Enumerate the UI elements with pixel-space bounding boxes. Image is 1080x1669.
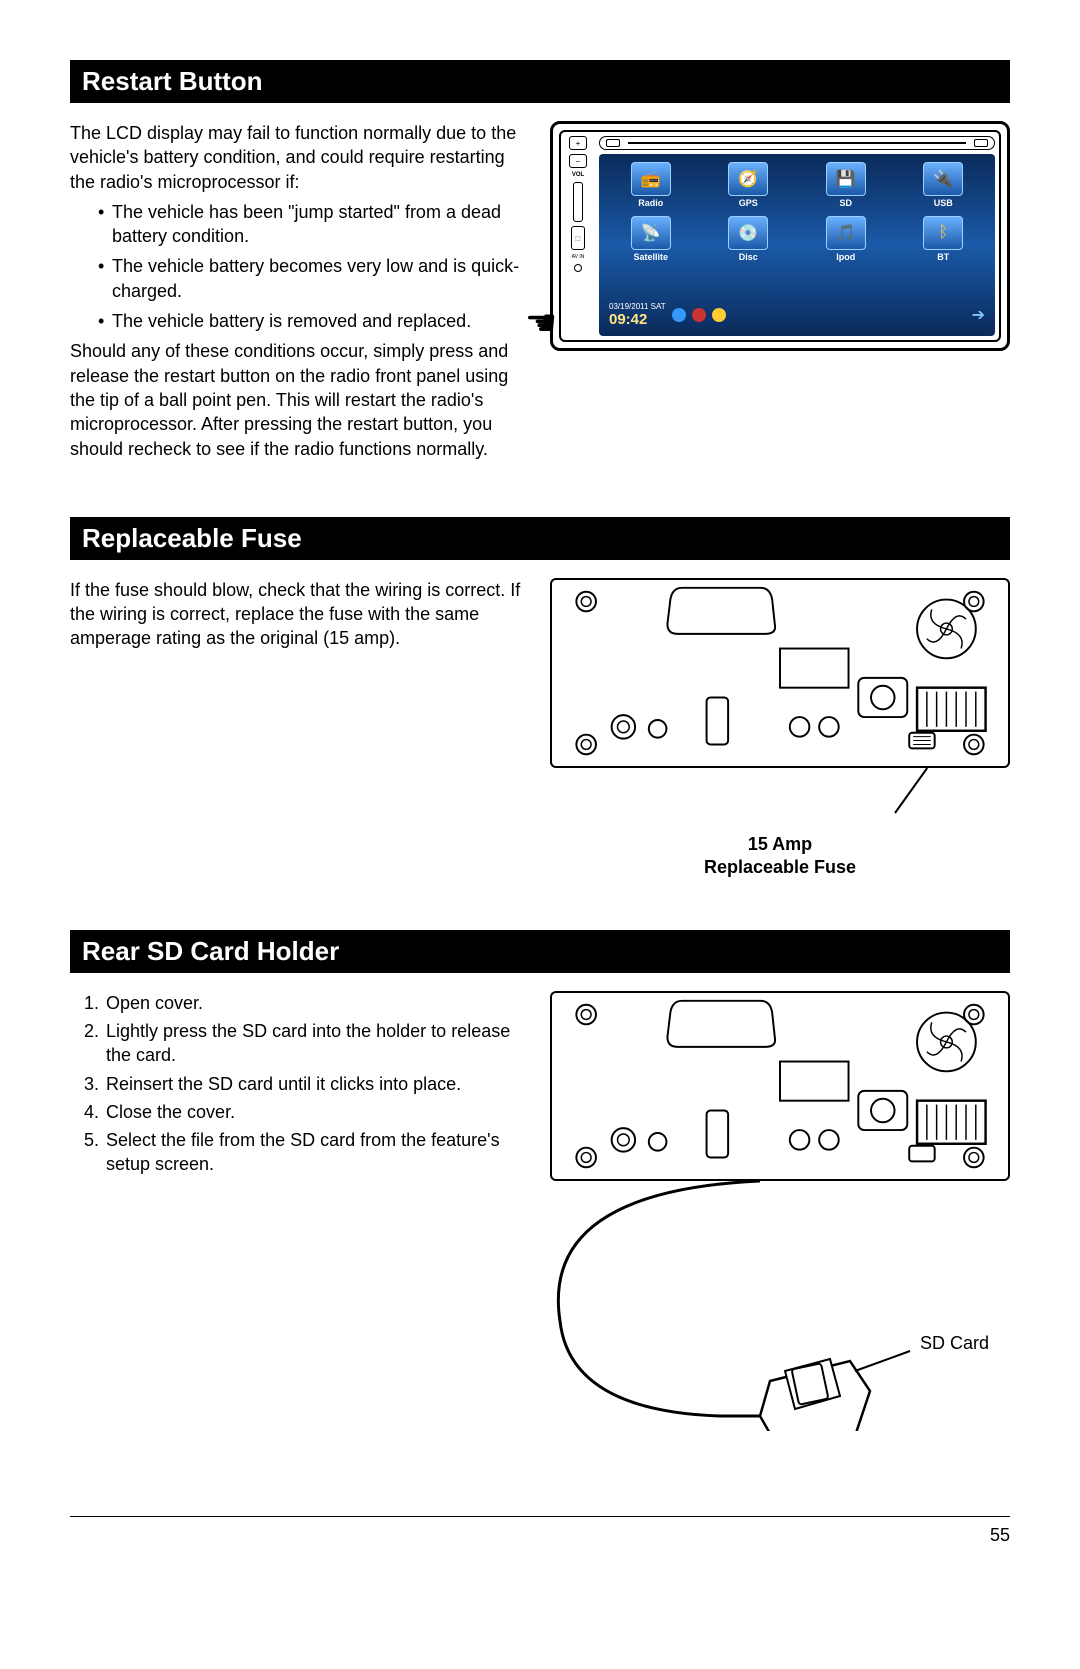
usb-port-icon: ⬚: [571, 226, 585, 250]
sdcard-step: 4.Close the cover.: [84, 1100, 530, 1124]
arrow-right-icon: ➔: [972, 305, 985, 325]
radio-icon: 📻: [631, 162, 671, 196]
status-bar: 03/19/2011 SAT 09:42 ➔: [609, 302, 985, 328]
app-icon-sd: 💾 SD: [804, 162, 888, 208]
sdcard-content-row: 1.Open cover. 2.Lightly press the SD car…: [70, 991, 1010, 1436]
sdcard-illustration: SD Card: [550, 991, 1010, 1436]
page-footer: 55: [70, 1516, 1010, 1546]
app-icon-radio: 📻 Radio: [609, 162, 693, 208]
restart-outro: Should any of these conditions occur, si…: [70, 339, 530, 460]
restart-text-column: The LCD display may fail to function nor…: [70, 121, 530, 467]
app-icon-bt: ᛒ BT: [902, 216, 986, 262]
rear-panel-sd-svg: [552, 993, 1008, 1179]
cd-slot: [599, 136, 995, 150]
vol-down-button: −: [569, 154, 587, 168]
pointing-hand-icon: ☛: [525, 302, 557, 344]
restart-illustration: + − VOL ⬚ AV IN: [550, 121, 1010, 351]
gps-icon: 🧭: [728, 162, 768, 196]
app-label: Disc: [739, 252, 758, 262]
app-icon-grid: 📻 Radio 🧭 GPS 💾 SD 🔌 USB 📡 Satellite 💿 Disc 🎵 Ipod ᛒ BT: [609, 162, 985, 262]
section-sdcard: Rear SD Card Holder 1.Open cover. 2.Ligh…: [70, 930, 1010, 1436]
restart-bullet: The vehicle battery is removed and repla…: [98, 309, 530, 333]
radio-left-side-panel: + − VOL ⬚ AV IN: [561, 132, 595, 340]
sdcard-text-column: 1.Open cover. 2.Lightly press the SD car…: [70, 991, 530, 1181]
sdcard-step: 1.Open cover.: [84, 991, 530, 1015]
app-icon-usb: 🔌 USB: [902, 162, 986, 208]
fuse-caption-line2: Replaceable Fuse: [704, 857, 856, 877]
eject-icon: [606, 139, 620, 147]
sdcard-step: 2.Lightly press the SD card into the hol…: [84, 1019, 530, 1068]
fuse-illustration: 15 Amp Replaceable Fuse: [550, 578, 1010, 880]
section-fuse: Replaceable Fuse If the fuse should blow…: [70, 517, 1010, 880]
disc-indicator-icon: [974, 139, 988, 147]
page-number: 55: [990, 1525, 1010, 1545]
status-dot: [712, 308, 726, 322]
app-label: Ipod: [836, 252, 855, 262]
status-date: 03/19/2011 SAT: [609, 302, 666, 311]
app-label: Satellite: [633, 252, 668, 262]
section-title-sdcard: Rear SD Card Holder: [70, 930, 1010, 973]
app-label: SD: [839, 198, 852, 208]
ipod-icon: 🎵: [826, 216, 866, 250]
sd-card-label-text: SD Card: [920, 1333, 989, 1353]
lcd-screen: 📻 Radio 🧭 GPS 💾 SD 🔌 USB 📡 Satellite 💿 Disc 🎵 Ipod ᛒ BT…: [599, 154, 995, 336]
fuse-content-row: If the fuse should blow, check that the …: [70, 578, 1010, 880]
sd-cable-svg: SD Card: [550, 1181, 1010, 1431]
sdcard-step: 5.Select the file from the SD card from …: [84, 1128, 530, 1177]
fuse-text-column: If the fuse should blow, check that the …: [70, 578, 530, 657]
restart-bullet: The vehicle has been "jump started" from…: [98, 200, 530, 249]
app-icon-gps: 🧭 GPS: [707, 162, 791, 208]
fuse-caption: 15 Amp Replaceable Fuse: [550, 833, 1010, 880]
sdcard-step-list: 1.Open cover. 2.Lightly press the SD car…: [70, 991, 530, 1177]
section-restart: Restart Button The LCD display may fail …: [70, 60, 1010, 467]
app-icon-disc: 💿 Disc: [707, 216, 791, 262]
app-label: Radio: [638, 198, 663, 208]
fuse-body: If the fuse should blow, check that the …: [70, 578, 530, 651]
fuse-caption-line1: 15 Amp: [748, 834, 812, 854]
restart-content-row: The LCD display may fail to function nor…: [70, 121, 1010, 467]
usb-icon: 🔌: [923, 162, 963, 196]
disc-icon: 💿: [728, 216, 768, 250]
vol-up-button: +: [569, 136, 587, 150]
app-label: GPS: [739, 198, 758, 208]
app-icon-satellite: 📡 Satellite: [609, 216, 693, 262]
restart-bullet: The vehicle battery becomes very low and…: [98, 254, 530, 303]
rear-panel-diagram: [550, 578, 1010, 768]
vol-label: VOL: [572, 172, 584, 178]
fuse-callout-line: [550, 768, 1010, 818]
app-label: BT: [937, 252, 949, 262]
section-title-fuse: Replaceable Fuse: [70, 517, 1010, 560]
bt-icon: ᛒ: [923, 216, 963, 250]
app-icon-ipod: 🎵 Ipod: [804, 216, 888, 262]
radio-front-panel: + − VOL ⬚ AV IN: [550, 121, 1010, 351]
status-dot: [672, 308, 686, 322]
sd-slot-icon: [573, 182, 583, 222]
app-label: USB: [934, 198, 953, 208]
status-dot: [692, 308, 706, 322]
status-time: 09:42: [609, 311, 666, 328]
satellite-icon: 📡: [631, 216, 671, 250]
radio-screen-area: 📻 Radio 🧭 GPS 💾 SD 🔌 USB 📡 Satellite 💿 Disc 🎵 Ipod ᛒ BT…: [595, 132, 999, 340]
sd-icon: 💾: [826, 162, 866, 196]
restart-intro: The LCD display may fail to function nor…: [70, 121, 530, 194]
avin-label: AV IN: [572, 254, 585, 260]
rear-panel-diagram-sd: [550, 991, 1010, 1181]
restart-bullet-list: The vehicle has been "jump started" from…: [70, 200, 530, 333]
rear-panel-svg: [552, 580, 1008, 766]
sdcard-step: 3.Reinsert the SD card until it clicks i…: [84, 1072, 530, 1096]
section-title-restart: Restart Button: [70, 60, 1010, 103]
restart-pinhole-icon: [574, 264, 582, 272]
